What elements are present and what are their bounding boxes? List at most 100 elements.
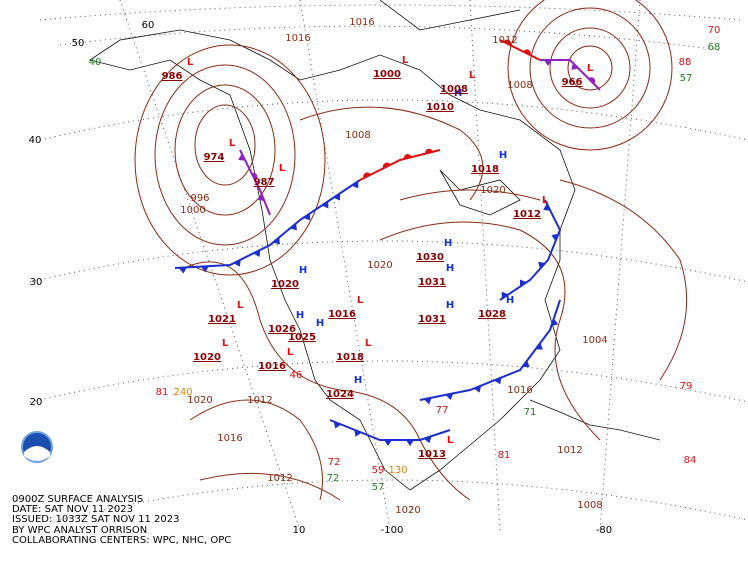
front-symbol: [423, 397, 432, 405]
front-symbol: [571, 62, 579, 70]
coastlines: [89, 0, 661, 491]
center-pressure: 1012: [513, 209, 541, 220]
center-symbol: L: [287, 347, 294, 358]
front-symbol: [522, 360, 530, 368]
front-symbol: [494, 377, 502, 385]
station-value: 57: [680, 73, 693, 84]
isobar-label: 1020: [367, 260, 392, 271]
front-symbol: [178, 267, 187, 274]
center-symbol: L: [229, 138, 236, 149]
caption-line: BY WPC ANALYST ORRISON: [12, 525, 147, 536]
caption-line: 0900Z SURFACE ANALYSIS: [12, 494, 143, 505]
station-value: 71: [524, 407, 537, 418]
front-symbol: [503, 39, 512, 46]
center-symbol: H: [446, 263, 454, 274]
center-symbol: H: [499, 150, 507, 161]
front-symbol: [520, 279, 527, 287]
center-pressure: 1018: [471, 164, 499, 175]
front-symbol: [473, 385, 482, 393]
isobar-label: 1012: [557, 445, 582, 456]
isobar-label: 1004: [582, 335, 607, 346]
center-pressure: 986: [162, 71, 183, 82]
front-symbol: [423, 436, 432, 444]
grid-label: 50: [72, 38, 85, 49]
front-line: [499, 199, 562, 301]
station-value: 77: [436, 405, 449, 416]
isobar-label: 1020: [480, 185, 505, 196]
front-symbol: [406, 440, 414, 446]
caption-line: COLLABORATING CENTERS: WPC, NHC, OPC: [12, 535, 231, 546]
center-pressure: 1020: [193, 352, 221, 363]
station-value: 72: [327, 473, 340, 484]
grid-label: -80: [596, 525, 612, 536]
center-symbol: L: [469, 70, 476, 81]
isobar-label: 1016: [349, 17, 374, 28]
station-value: 57: [372, 482, 385, 493]
front-symbol: [544, 60, 552, 66]
center-pressure: 1031: [418, 314, 446, 325]
caption-line: ISSUED: 1033Z SAT NOV 11 2023: [12, 514, 179, 525]
noaa-logo: [21, 431, 53, 463]
front-symbol: [538, 261, 546, 269]
center-pressure: 1025: [288, 332, 316, 343]
isobars: [134, 0, 688, 501]
front-symbol: [445, 393, 454, 400]
station-value: 40: [89, 57, 102, 68]
front-symbol: [251, 172, 258, 181]
front-symbol: [273, 237, 280, 245]
center-symbol: H: [296, 310, 304, 321]
center-symbol: L: [365, 338, 372, 349]
center-pressure: 974: [204, 152, 225, 163]
center-pressure: 987: [254, 177, 275, 188]
grid-label: 60: [142, 20, 155, 31]
front-symbol: [333, 193, 340, 201]
isobar-label: 1016: [285, 33, 310, 44]
center-pressure: 966: [562, 77, 583, 88]
center-symbol: H: [316, 318, 324, 329]
isobar-label: 1012: [492, 35, 517, 46]
fronts: [174, 39, 601, 446]
front-symbol: [363, 172, 371, 179]
center-symbol: H: [299, 265, 307, 276]
grid-label: 30: [30, 277, 43, 288]
front-symbol: [588, 77, 596, 85]
station-value: 81: [156, 387, 169, 398]
front-line: [329, 419, 451, 441]
front-symbol: [238, 153, 246, 161]
center-pressure: 1030: [416, 252, 444, 263]
center-symbol: H: [454, 88, 462, 99]
isobar-label: 996: [190, 193, 209, 204]
center-symbol: L: [279, 163, 286, 174]
front-symbol: [321, 201, 329, 209]
center-pressure: 1031: [418, 277, 446, 288]
front-symbol: [501, 291, 509, 299]
isobar-label: 1020: [395, 505, 420, 516]
front-symbol: [289, 223, 297, 231]
station-value: 72: [328, 457, 341, 468]
grid-label: 20: [30, 397, 43, 408]
graticule: [29, 0, 748, 531]
front-symbol: [551, 318, 559, 327]
front-symbol: [425, 148, 433, 154]
front-symbol: [403, 154, 412, 160]
front-symbol: [351, 181, 359, 189]
front-symbol: [233, 259, 241, 267]
center-symbol: L: [542, 195, 549, 206]
station-value: 88: [679, 57, 692, 68]
center-pressure: 1016: [328, 309, 356, 320]
isobar-label: 1008: [577, 500, 602, 511]
front-symbol: [303, 213, 310, 221]
front-line: [239, 149, 271, 216]
grid-label: -100: [381, 525, 404, 536]
front-symbol: [382, 162, 391, 169]
isobar-label: 1008: [507, 80, 532, 91]
center-pressure: 1020: [271, 279, 299, 290]
caption-line: DATE: SAT NOV 11 2023: [12, 504, 133, 515]
center-pressure: 1024: [326, 389, 354, 400]
isobar-label: 1020: [187, 395, 212, 406]
front-symbol: [354, 429, 362, 437]
front-symbol: [253, 249, 261, 257]
center-symbol: L: [587, 63, 594, 74]
